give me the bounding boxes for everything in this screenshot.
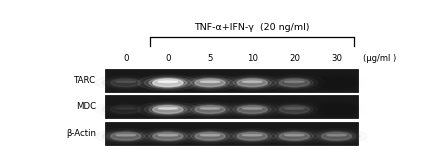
Ellipse shape [107,78,145,88]
Text: 10: 10 [247,54,258,64]
Ellipse shape [243,108,262,109]
Ellipse shape [243,81,262,82]
Ellipse shape [229,130,276,142]
Ellipse shape [243,134,262,136]
Ellipse shape [149,105,187,114]
Ellipse shape [149,132,187,141]
Ellipse shape [200,134,220,136]
Bar [105,69,358,92]
Ellipse shape [233,78,271,88]
Text: MDC: MDC [76,102,96,111]
Ellipse shape [321,132,351,140]
Ellipse shape [195,79,225,87]
Ellipse shape [229,77,276,89]
Ellipse shape [144,77,191,89]
Ellipse shape [200,81,220,82]
Ellipse shape [284,81,304,82]
Ellipse shape [149,78,187,88]
Ellipse shape [111,132,141,140]
Bar [105,122,358,145]
Ellipse shape [158,81,178,82]
Ellipse shape [116,108,136,109]
Ellipse shape [327,108,346,109]
Ellipse shape [321,79,351,87]
Ellipse shape [195,132,225,140]
Ellipse shape [187,77,234,89]
Ellipse shape [153,79,183,87]
Ellipse shape [138,102,198,117]
Ellipse shape [144,104,191,115]
Text: 5: 5 [207,54,213,64]
Ellipse shape [191,132,229,141]
Ellipse shape [138,75,198,90]
Ellipse shape [158,134,178,136]
Text: 0: 0 [165,54,171,64]
Ellipse shape [191,78,229,88]
Ellipse shape [153,132,183,140]
Ellipse shape [271,130,318,142]
Ellipse shape [153,106,183,113]
Ellipse shape [284,134,304,136]
Text: 30: 30 [331,54,342,64]
Ellipse shape [107,105,145,114]
Ellipse shape [237,132,267,140]
Ellipse shape [111,79,141,87]
Ellipse shape [200,108,220,109]
Ellipse shape [116,81,136,82]
Ellipse shape [233,132,271,141]
Ellipse shape [187,104,234,115]
Bar [105,95,358,118]
Ellipse shape [275,132,314,141]
Ellipse shape [275,78,314,88]
Ellipse shape [318,132,355,141]
Ellipse shape [327,81,346,82]
Ellipse shape [321,106,351,113]
Ellipse shape [158,108,178,109]
Ellipse shape [327,134,346,136]
Text: 0: 0 [123,54,128,64]
Ellipse shape [237,106,267,113]
Ellipse shape [102,130,149,142]
Ellipse shape [180,75,240,90]
Text: TARC: TARC [74,76,96,85]
Ellipse shape [111,106,141,113]
Ellipse shape [279,106,310,113]
Ellipse shape [271,104,318,115]
Ellipse shape [187,130,234,142]
Ellipse shape [279,79,310,87]
Ellipse shape [284,108,304,109]
Ellipse shape [144,130,191,142]
Ellipse shape [107,132,145,141]
Ellipse shape [271,77,318,89]
Ellipse shape [191,105,229,114]
Text: TNF-α+IFN-γ  (20 ng/ml): TNF-α+IFN-γ (20 ng/ml) [194,23,310,32]
Ellipse shape [279,132,310,140]
Text: β-Actin: β-Actin [66,129,96,138]
Text: (μg/ml ): (μg/ml ) [363,54,396,64]
Ellipse shape [237,79,267,87]
Ellipse shape [116,134,136,136]
Ellipse shape [275,105,314,114]
Ellipse shape [102,77,149,89]
Text: 20: 20 [289,54,300,64]
Ellipse shape [233,105,271,114]
Ellipse shape [313,130,360,142]
Ellipse shape [195,106,225,113]
Ellipse shape [229,104,276,115]
